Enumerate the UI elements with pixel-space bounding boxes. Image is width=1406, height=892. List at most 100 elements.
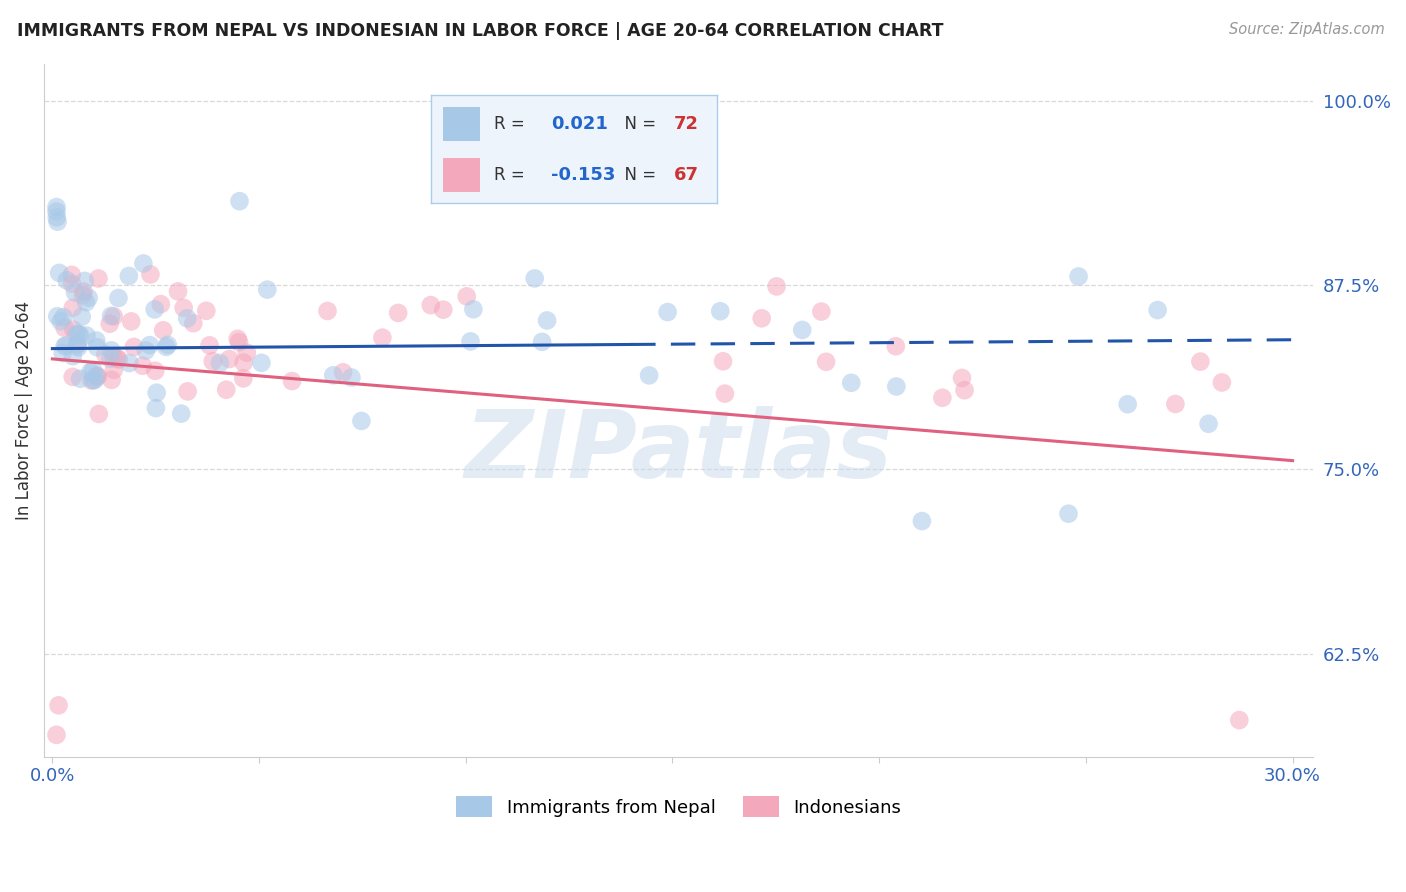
Point	[69, 328, 91, 343]
Point	[60, 268, 83, 282]
Point	[371, 331, 394, 345]
Point	[55, 273, 77, 287]
Point	[83, 373, 105, 387]
Point	[953, 383, 976, 397]
Point	[432, 302, 454, 317]
Point	[232, 371, 254, 385]
Point	[46, 215, 69, 229]
Point	[45, 204, 67, 219]
Point	[460, 334, 482, 349]
Point	[709, 304, 731, 318]
Point	[810, 304, 832, 318]
Point	[107, 291, 129, 305]
Point	[149, 297, 172, 311]
Point	[201, 354, 224, 368]
Point	[69, 372, 91, 386]
Point	[48, 698, 70, 713]
Point	[1227, 713, 1250, 727]
Point	[49, 314, 72, 328]
Point	[62, 369, 84, 384]
Point	[62, 301, 84, 315]
Point	[65, 326, 87, 341]
Point	[86, 340, 108, 354]
Point	[232, 355, 254, 369]
Point	[195, 303, 218, 318]
Point	[456, 289, 478, 303]
Point	[139, 268, 162, 282]
Point	[82, 373, 104, 387]
Point	[815, 355, 838, 369]
Point	[118, 356, 141, 370]
Point	[94, 347, 117, 361]
Point	[1116, 397, 1139, 411]
Point	[79, 365, 101, 379]
Point	[281, 374, 304, 388]
Point	[45, 211, 67, 225]
Point	[208, 356, 231, 370]
Point	[100, 309, 122, 323]
Point	[1164, 397, 1187, 411]
Point	[1067, 269, 1090, 284]
Point	[236, 345, 259, 359]
Point	[48, 266, 70, 280]
Point	[711, 354, 734, 368]
Point	[131, 359, 153, 373]
Text: ZIPatlas: ZIPatlas	[464, 406, 893, 498]
Point	[103, 310, 125, 324]
Point	[839, 376, 862, 390]
Point	[67, 327, 90, 342]
Point	[55, 339, 77, 353]
Point	[250, 356, 273, 370]
Point	[167, 285, 190, 299]
Point	[1057, 507, 1080, 521]
Point	[86, 369, 108, 384]
Point	[657, 305, 679, 319]
Point	[145, 385, 167, 400]
Point	[152, 323, 174, 337]
Point	[60, 277, 83, 291]
Point	[170, 407, 193, 421]
Point	[70, 310, 93, 324]
Point	[62, 323, 84, 337]
Point	[100, 373, 122, 387]
Point	[66, 338, 89, 352]
Point	[62, 349, 84, 363]
Point	[350, 414, 373, 428]
Point	[792, 323, 814, 337]
Point	[77, 291, 100, 305]
Point	[45, 728, 67, 742]
Legend: Immigrants from Nepal, Indonesians: Immigrants from Nepal, Indonesians	[449, 789, 908, 824]
Point	[105, 351, 128, 366]
Point	[135, 343, 157, 358]
Point	[63, 285, 86, 300]
Point	[1189, 354, 1212, 368]
Point	[73, 274, 96, 288]
Point	[46, 310, 69, 324]
Point	[218, 352, 240, 367]
Point	[143, 364, 166, 378]
Point	[75, 295, 97, 310]
Point	[1211, 376, 1233, 390]
Point	[132, 256, 155, 270]
Point	[87, 271, 110, 285]
Point	[322, 368, 344, 383]
Point	[122, 340, 145, 354]
Point	[75, 328, 97, 343]
Point	[52, 310, 75, 324]
Point	[714, 386, 737, 401]
Point	[145, 401, 167, 416]
Point	[765, 279, 787, 293]
Point	[419, 298, 441, 312]
Point	[120, 314, 142, 328]
Point	[103, 363, 125, 377]
Point	[53, 321, 76, 335]
Point	[226, 332, 249, 346]
Point	[103, 350, 125, 364]
Point	[67, 340, 90, 354]
Point	[228, 194, 250, 209]
Point	[138, 338, 160, 352]
Point	[98, 317, 121, 331]
Point	[84, 334, 107, 348]
Point	[155, 340, 177, 354]
Point	[84, 369, 107, 384]
